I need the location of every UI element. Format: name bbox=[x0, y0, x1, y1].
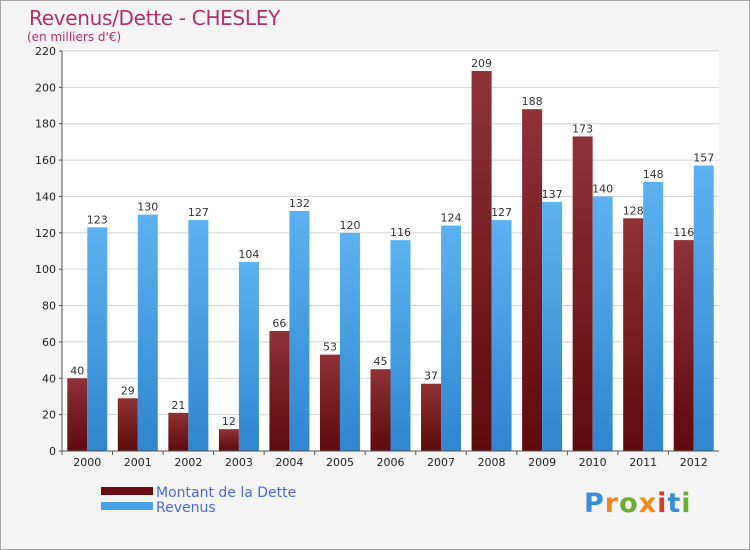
data-label: 127 bbox=[188, 206, 209, 219]
y-tick-label: 80 bbox=[42, 300, 56, 313]
x-tick-label: 2010 bbox=[579, 456, 607, 469]
bar-dette bbox=[168, 412, 189, 451]
y-tick-label: 20 bbox=[42, 409, 56, 422]
data-label: 209 bbox=[471, 57, 492, 70]
bar-dette bbox=[117, 398, 138, 451]
bar-dette bbox=[623, 218, 644, 451]
bar-revenus bbox=[339, 232, 360, 451]
y-tick-label: 200 bbox=[35, 81, 56, 94]
bar-dette bbox=[673, 240, 694, 451]
data-label: 66 bbox=[272, 317, 286, 330]
logo-letter: x bbox=[638, 488, 658, 519]
legend-swatch-revenus bbox=[101, 502, 153, 510]
bar-revenus bbox=[137, 214, 158, 451]
bar-dette bbox=[370, 369, 391, 451]
bar-revenus bbox=[693, 165, 714, 451]
bar-revenus bbox=[188, 220, 209, 451]
legend-label-dette: Montant de la Dette bbox=[156, 485, 297, 501]
data-label: 157 bbox=[693, 152, 714, 165]
data-label: 116 bbox=[390, 226, 411, 239]
x-tick-label: 2006 bbox=[377, 456, 405, 469]
data-label: 132 bbox=[289, 197, 310, 210]
data-label: 173 bbox=[572, 122, 593, 135]
data-label: 137 bbox=[542, 188, 563, 201]
bar-revenus bbox=[542, 201, 563, 451]
y-tick-label: 160 bbox=[35, 154, 56, 167]
y-tick-label: 60 bbox=[42, 336, 56, 349]
bar-revenus bbox=[441, 225, 462, 451]
logo-letter: i bbox=[681, 488, 692, 519]
bar-dette bbox=[522, 109, 543, 451]
y-tick-label: 0 bbox=[49, 445, 56, 458]
logo-letter: r bbox=[604, 488, 620, 519]
x-tick-label: 2011 bbox=[629, 456, 657, 469]
y-tick-label: 180 bbox=[35, 118, 56, 131]
proxiti-logo: Proxiti bbox=[584, 488, 692, 519]
bar-revenus bbox=[491, 220, 512, 451]
bar-dette bbox=[319, 354, 340, 451]
data-label: 37 bbox=[424, 370, 438, 383]
bar-dette bbox=[572, 136, 593, 452]
bar-revenus bbox=[87, 227, 108, 451]
y-tick-label: 100 bbox=[35, 263, 56, 276]
data-label: 130 bbox=[137, 201, 158, 214]
bar-revenus bbox=[289, 211, 310, 451]
data-label: 123 bbox=[87, 213, 108, 226]
y-tick-label: 140 bbox=[35, 190, 56, 203]
data-label: 127 bbox=[491, 206, 512, 219]
data-label: 53 bbox=[323, 341, 337, 354]
data-label: 21 bbox=[171, 399, 185, 412]
bar-revenus bbox=[238, 261, 259, 451]
data-label: 140 bbox=[592, 182, 613, 195]
x-tick-label: 2001 bbox=[124, 456, 152, 469]
data-label: 116 bbox=[673, 226, 694, 239]
data-label: 29 bbox=[121, 384, 135, 397]
data-label: 120 bbox=[339, 219, 360, 232]
x-tick-label: 2009 bbox=[528, 456, 556, 469]
x-tick-label: 2002 bbox=[174, 456, 202, 469]
data-label: 40 bbox=[70, 364, 84, 377]
data-label: 12 bbox=[222, 415, 236, 428]
x-tick-label: 2004 bbox=[275, 456, 303, 469]
bar-dette bbox=[421, 383, 442, 451]
data-label: 148 bbox=[643, 168, 664, 181]
data-label: 104 bbox=[238, 248, 259, 261]
chart-subtitle: (en milliers d'€) bbox=[27, 30, 122, 44]
x-tick-label: 2005 bbox=[326, 456, 354, 469]
data-label: 188 bbox=[522, 95, 543, 108]
bar-revenus bbox=[592, 196, 613, 451]
x-tick-label: 2008 bbox=[478, 456, 506, 469]
x-tick-label: 2012 bbox=[680, 456, 708, 469]
bar-dette bbox=[67, 378, 88, 451]
data-label: 124 bbox=[441, 212, 462, 225]
y-tick-label: 120 bbox=[35, 227, 56, 240]
bar-dette bbox=[471, 71, 492, 451]
x-tick-label: 2003 bbox=[225, 456, 253, 469]
legend-label-revenus: Revenus bbox=[156, 500, 216, 516]
logo-letter: t bbox=[667, 488, 682, 519]
bar-revenus bbox=[643, 181, 664, 451]
data-label: 128 bbox=[623, 204, 644, 217]
logo-letter: P bbox=[584, 488, 605, 519]
x-tick-label: 2007 bbox=[427, 456, 455, 469]
bar-revenus bbox=[390, 240, 411, 451]
y-tick-label: 40 bbox=[42, 372, 56, 385]
y-tick-label: 220 bbox=[35, 45, 56, 58]
logo-letter: o bbox=[619, 488, 639, 519]
x-tick-label: 2000 bbox=[73, 456, 101, 469]
bar-dette bbox=[218, 429, 239, 451]
logo-letter: i bbox=[657, 488, 668, 519]
legend-swatch-dette bbox=[101, 487, 153, 495]
bar-dette bbox=[269, 331, 290, 451]
data-label: 45 bbox=[374, 355, 388, 368]
chart-title: Revenus/Dette - CHESLEY bbox=[29, 6, 281, 30]
